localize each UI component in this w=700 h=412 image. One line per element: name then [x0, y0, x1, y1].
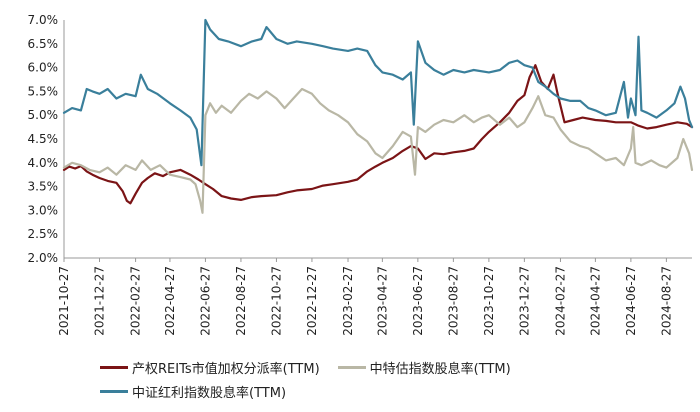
x-tick-label: 2023-08-27: [446, 266, 460, 336]
legend-swatch-zhongtegu: [337, 365, 366, 369]
series-line-reits: [62, 64, 694, 205]
y-tick-label: 2.0%: [28, 251, 59, 265]
legend-item-reits: 产权REITs市值加权分派率(TTM): [100, 358, 320, 377]
x-tick-label: 2024-06-27: [624, 266, 638, 336]
series-line-dividend: [62, 18, 694, 167]
legend: 产权REITs市值加权分派率(TTM) 中特估指数股息率(TTM) 中证红利指数…: [100, 355, 660, 403]
legend-swatch-dividend: [100, 389, 128, 393]
legend-row-2: 中证红利指数股息率(TTM): [100, 379, 660, 403]
legend-label-zhongtegu: 中特估指数股息率(TTM): [369, 361, 511, 377]
x-tick-label: 2023-04-27: [375, 266, 389, 336]
legend-swatch-reits: [100, 365, 128, 369]
x-tick-label: 2024-08-27: [659, 266, 673, 336]
x-tick-label: 2022-02-27: [129, 266, 143, 336]
x-tick-label: 2023-10-27: [482, 266, 496, 336]
x-tick-label: 2021-10-27: [57, 266, 71, 336]
x-tick-label: 2021-12-27: [93, 266, 107, 336]
x-tick-label: 2024-02-27: [553, 266, 567, 336]
series-line-zhongtegu: [62, 87, 694, 214]
legend-label-dividend: 中证红利指数股息率(TTM): [132, 385, 287, 401]
y-tick-label: 3.5%: [28, 180, 59, 194]
series-lines: [62, 18, 694, 214]
legend-item-zhongtegu: 中特估指数股息率(TTM): [337, 358, 511, 377]
x-tick-label: 2023-06-27: [411, 266, 425, 336]
x-tick-label: 2022-08-27: [234, 266, 248, 336]
y-tick-label: 4.5%: [28, 132, 59, 146]
x-tick-label: 2024-04-27: [588, 266, 602, 336]
x-tick-label: 2023-12-27: [517, 266, 531, 336]
x-tick-label: 2022-04-27: [163, 266, 177, 336]
y-tick-label: 3.0%: [28, 203, 59, 217]
axes: [63, 20, 692, 262]
y-tick-label: 6.0%: [28, 61, 59, 75]
y-tick-label: 6.5%: [28, 37, 59, 51]
x-tick-label: 2022-10-27: [269, 266, 283, 336]
legend-label-reits: 产权REITs市值加权分派率(TTM): [132, 361, 320, 377]
y-tick-label: 5.0%: [28, 108, 59, 122]
x-axis-labels: 2021-10-27 2021-12-27 2022-02-27 2022-04-27…: [57, 266, 673, 336]
legend-item-dividend: 中证红利指数股息率(TTM): [100, 382, 286, 401]
legend-row-1: 产权REITs市值加权分派率(TTM) 中特估指数股息率(TTM): [100, 355, 660, 379]
y-tick-label: 2.5%: [28, 227, 59, 241]
y-tick-label: 7.0%: [28, 13, 59, 27]
x-tick-label: 2022-06-27: [198, 266, 212, 336]
x-tick-label: 2022-12-27: [305, 266, 319, 336]
y-axis-labels: 2.0% 2.5% 3.0% 3.5% 4.0% 4.5% 5.0% 5.5% 6.0% 6.5%…: [28, 13, 59, 265]
y-tick-label: 5.5%: [28, 84, 59, 98]
y-tick-label: 4.0%: [28, 156, 59, 170]
line-chart: 2.0% 2.5% 3.0% 3.5% 4.0% 4.5% 5.0% 5.5% 6.0% 6.5%…: [28, 13, 694, 336]
x-tick-label: 2023-02-27: [341, 266, 355, 336]
